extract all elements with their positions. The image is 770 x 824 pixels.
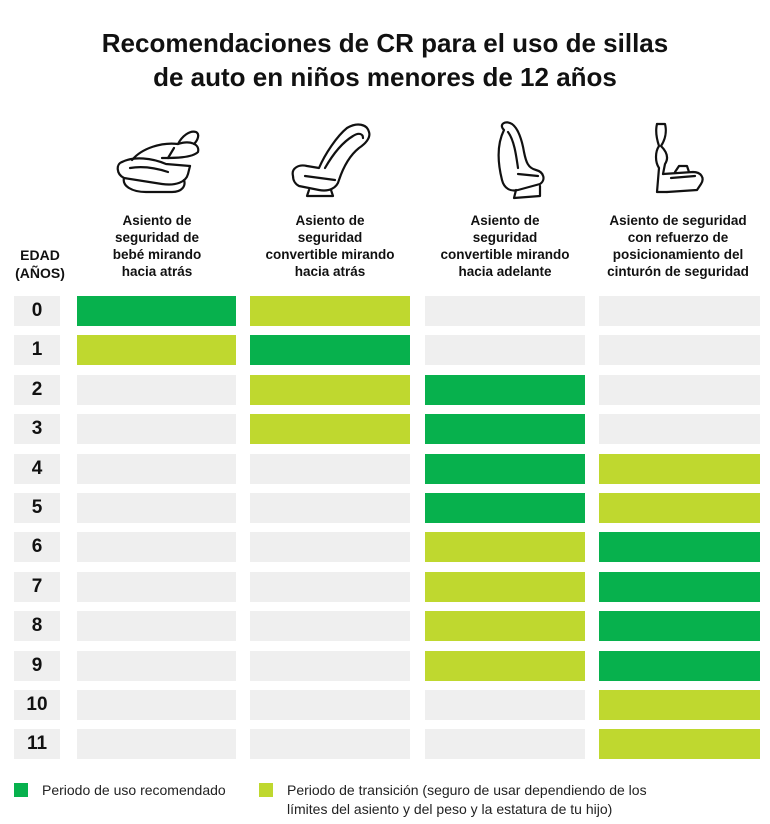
column-header-line: seguridad xyxy=(472,230,538,245)
age-label: 1 xyxy=(14,335,60,365)
grid-cell-recommended xyxy=(77,296,236,326)
grid-cell-none xyxy=(250,572,410,602)
grid-cell-none xyxy=(77,414,236,444)
column-header-line: convertible mirando xyxy=(440,247,570,262)
infant-carrier-seat-icon xyxy=(77,118,237,202)
grid-cell-none xyxy=(425,335,585,365)
grid-cell-recommended xyxy=(250,335,410,365)
column-header-line: bebé mirando xyxy=(112,247,202,262)
grid-cell-none xyxy=(250,532,410,562)
grid-cell-none xyxy=(77,611,236,641)
age-label: 5 xyxy=(14,493,60,523)
legend-label-transition: Periodo de transición (seguro de usar de… xyxy=(287,781,647,819)
grid-cell-none xyxy=(599,414,760,444)
column-header-line: Asiento de xyxy=(295,213,365,228)
age-label: 7 xyxy=(14,572,60,602)
grid-cell-transition xyxy=(599,729,760,759)
grid-cell-recommended xyxy=(425,375,585,405)
grid-cell-transition xyxy=(77,335,236,365)
grid-cell-none xyxy=(599,296,760,326)
grid-cell-transition xyxy=(599,493,760,523)
legend-label-recommended: Periodo de uso recomendado xyxy=(42,782,226,798)
age-label: 10 xyxy=(14,690,60,720)
age-header-line-1: EDAD xyxy=(20,247,60,263)
grid-cell-recommended xyxy=(599,572,760,602)
grid-cell-recommended xyxy=(425,493,585,523)
column-header-convertible-rear-facing: Asiento de seguridad convertible mirando… xyxy=(250,212,410,280)
grid-cell-none xyxy=(77,572,236,602)
age-header-line-2: (AÑOS) xyxy=(15,265,65,281)
grid-cell-recommended xyxy=(599,651,760,681)
grid-cell-transition xyxy=(425,651,585,681)
grid-cell-recommended xyxy=(599,611,760,641)
grid-cell-recommended xyxy=(425,414,585,444)
chart-title-line-1: Recomendaciones de CR para el uso de sil… xyxy=(101,28,669,58)
chart-title-line-2: de auto en niños menores de 12 años xyxy=(153,62,617,92)
grid-cell-none xyxy=(77,729,236,759)
grid-cell-recommended xyxy=(599,532,760,562)
column-header-line: con refuerzo de xyxy=(627,230,729,245)
grid-cell-none xyxy=(77,454,236,484)
booster-seat-icon xyxy=(598,118,758,202)
column-header-line: Asiento de seguridad xyxy=(609,213,747,228)
forward-facing-convertible-seat-icon xyxy=(425,118,585,202)
rear-facing-convertible-seat-icon xyxy=(250,118,410,202)
grid-cell-none xyxy=(250,690,410,720)
grid-cell-none xyxy=(425,296,585,326)
grid-cell-none xyxy=(425,690,585,720)
column-header-line: convertible mirando xyxy=(265,247,395,262)
legend-swatch-recommended xyxy=(14,783,28,797)
grid-cell-none xyxy=(77,375,236,405)
grid-cell-transition xyxy=(425,611,585,641)
column-header-line: Asiento de xyxy=(470,213,540,228)
age-column-header: EDAD (AÑOS) xyxy=(8,246,72,282)
grid-cell-none xyxy=(250,651,410,681)
chart-title: Recomendaciones de CR para el uso de sil… xyxy=(0,26,770,94)
grid-cell-transition xyxy=(250,296,410,326)
age-label: 8 xyxy=(14,611,60,641)
grid-cell-none xyxy=(77,532,236,562)
grid-cell-transition xyxy=(425,572,585,602)
age-label: 4 xyxy=(14,454,60,484)
column-header-line: cinturón de seguridad xyxy=(607,264,749,279)
legend-label-transition-line-1: Periodo de transición (seguro de usar de… xyxy=(287,782,647,798)
age-label: 2 xyxy=(14,375,60,405)
grid-cell-none xyxy=(250,729,410,759)
grid-cell-none xyxy=(77,493,236,523)
age-label: 6 xyxy=(14,532,60,562)
grid-cell-transition xyxy=(599,690,760,720)
age-label: 9 xyxy=(14,651,60,681)
grid-cell-none xyxy=(250,611,410,641)
grid-cell-none xyxy=(425,729,585,759)
column-header-convertible-forward-facing: Asiento de seguridad convertible mirando… xyxy=(425,212,585,280)
grid-cell-transition xyxy=(250,414,410,444)
grid-cell-recommended xyxy=(425,454,585,484)
column-header-line: hacia adelante xyxy=(458,264,552,279)
column-header-line: Asiento de xyxy=(122,213,192,228)
column-header-line: seguridad de xyxy=(114,230,200,245)
age-label: 11 xyxy=(14,729,60,759)
legend-swatch-transition xyxy=(259,783,273,797)
age-label: 0 xyxy=(14,296,60,326)
age-label: 3 xyxy=(14,414,60,444)
grid-cell-none xyxy=(599,375,760,405)
grid-cell-none xyxy=(77,651,236,681)
column-header-line: seguridad xyxy=(297,230,363,245)
legend-label-transition-line-2: límites del asiento y del peso y la esta… xyxy=(287,801,613,817)
grid-cell-none xyxy=(250,454,410,484)
grid-cell-transition xyxy=(250,375,410,405)
grid-cell-none xyxy=(77,690,236,720)
column-header-line: posicionamiento del xyxy=(612,247,744,262)
column-header-line: hacia atrás xyxy=(121,264,193,279)
column-header-line: hacia atrás xyxy=(294,264,366,279)
grid-cell-none xyxy=(250,493,410,523)
grid-cell-transition xyxy=(425,532,585,562)
column-header-infant-rear-facing: Asiento de seguridad de bebé mirando hac… xyxy=(77,212,237,280)
grid-cell-transition xyxy=(599,454,760,484)
grid-cell-none xyxy=(599,335,760,365)
column-header-booster: Asiento de seguridad con refuerzo de pos… xyxy=(598,212,758,280)
